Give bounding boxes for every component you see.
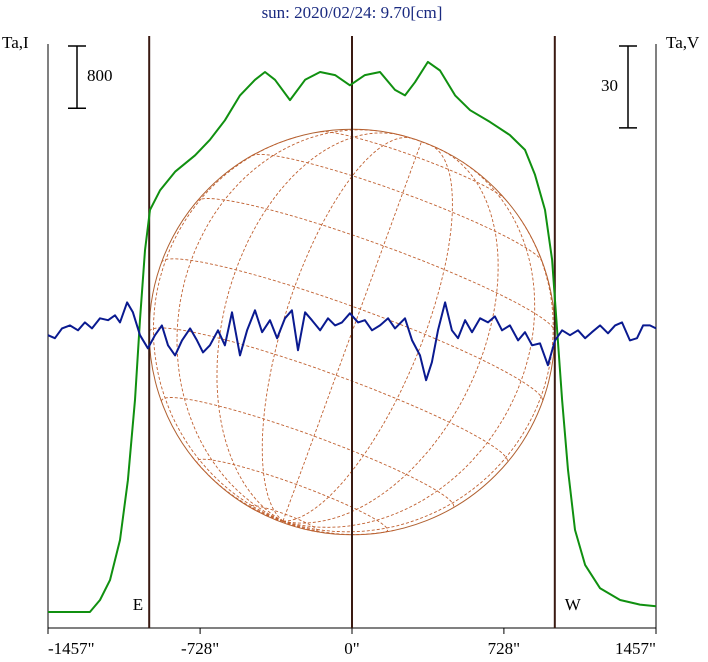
x-tick-label: 1457": [615, 639, 656, 658]
globe-grid: [261, 137, 412, 522]
globe-grid: [190, 455, 284, 522]
x-tick-label: -728": [181, 639, 219, 658]
series-line: [47, 301, 657, 382]
globe-grid: [153, 135, 299, 522]
globe-grid: [282, 520, 290, 526]
globe-grid: [282, 145, 453, 522]
scale-bar-label: 30: [601, 76, 618, 95]
globe-grid: [161, 397, 455, 508]
y-axis-label: Ta,I: [2, 33, 29, 52]
x-tick-label: -1457": [48, 639, 95, 658]
globe-grid: [196, 198, 556, 332]
x-tick-label: 0": [344, 639, 359, 658]
globe-grid: [282, 141, 422, 522]
globe-grid: [397, 133, 445, 152]
x-tick-label: 728": [488, 639, 520, 658]
globe-grid: [282, 161, 536, 528]
globe-grid: [282, 216, 554, 533]
chart-title: sun: 2020/02/24: 9.70[cm]: [262, 3, 443, 22]
y2-axis-label: Ta,V: [666, 33, 700, 52]
globe-grid: [251, 153, 543, 262]
limb-label: E: [133, 595, 143, 614]
globe-grid: [196, 458, 389, 533]
globe-grid: [176, 129, 378, 522]
scale-bar-label: 800: [87, 66, 113, 85]
limb-label: W: [565, 595, 582, 614]
series-line: [48, 60, 657, 613]
globe-grid: [320, 131, 506, 200]
globe-grid: [216, 132, 403, 522]
globe-grid: [282, 520, 396, 535]
